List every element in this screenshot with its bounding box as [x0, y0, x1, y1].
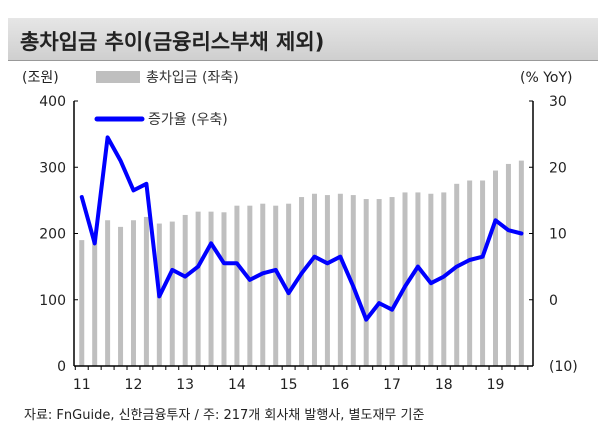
bar [363, 199, 369, 366]
bar [480, 180, 486, 366]
x-tick-label: 16 [331, 377, 349, 393]
bar [169, 221, 175, 366]
y-tick-label-left: 0 [57, 359, 66, 375]
bar [350, 195, 356, 366]
x-tick-label: 15 [280, 377, 298, 393]
bar [299, 197, 305, 366]
y-tick-label-right: 30 [549, 94, 567, 110]
bar [428, 193, 434, 366]
source-note: 자료: FnGuide, 신한금융투자 / 주: 217개 회사채 발행사, 별… [24, 408, 425, 423]
y-tick-label-left: 200 [39, 227, 66, 243]
bar [505, 163, 511, 366]
y-tick-label-right: (10) [549, 359, 578, 375]
bar [105, 220, 111, 366]
chart-title-bar: 총차입금 추이(금융리스부채 제외) [8, 18, 598, 61]
bar [518, 160, 524, 366]
bar [337, 193, 343, 366]
bar [324, 195, 330, 366]
bar [376, 199, 382, 366]
bar [441, 192, 447, 366]
bar [260, 203, 266, 366]
bar [195, 211, 201, 366]
bar [118, 226, 124, 366]
y-tick-label-right: 10 [549, 227, 567, 243]
bar [493, 170, 499, 366]
bar [182, 214, 188, 366]
x-tick-label: 19 [487, 377, 505, 393]
bar [247, 205, 253, 366]
legend-line-label: 증가율 (우축) [148, 112, 228, 128]
bar [221, 212, 227, 366]
bar [273, 205, 279, 366]
legend-bar-swatch [96, 71, 140, 83]
bar [234, 205, 240, 366]
x-tick-label: 12 [125, 377, 143, 393]
bar [454, 183, 460, 366]
y-tick-label-left: 300 [39, 160, 66, 176]
bar [208, 211, 214, 366]
y-tick-label-left: 100 [39, 293, 66, 309]
right-axis-unit: (% YoY) [520, 70, 573, 86]
chart-title: 총차입금 추이(금융리스부채 제외) [20, 30, 325, 54]
x-tick-label: 11 [73, 377, 91, 393]
legend-bar-label: 총차입금 (좌축) [146, 70, 239, 86]
x-tick-label: 13 [176, 377, 194, 393]
y-tick-label-left: 400 [39, 94, 66, 110]
y-tick-label-right: 0 [549, 293, 558, 309]
bar [415, 192, 421, 366]
x-tick-label: 17 [383, 377, 401, 393]
x-tick-label: 14 [228, 377, 246, 393]
bar [286, 203, 292, 366]
bar [311, 193, 317, 366]
bar [92, 236, 98, 366]
left-axis-unit: (조원) [22, 70, 59, 86]
growth-line [79, 135, 524, 322]
bar [467, 180, 473, 366]
bar [389, 197, 395, 366]
y-tick-label-right: 20 [549, 160, 567, 176]
bar [130, 220, 136, 366]
bar [402, 192, 408, 366]
bar [79, 240, 85, 366]
bar [143, 216, 149, 366]
x-tick-label: 18 [435, 377, 453, 393]
